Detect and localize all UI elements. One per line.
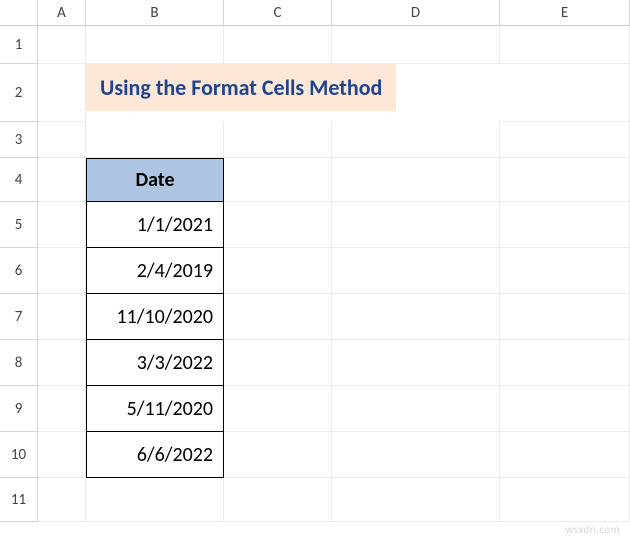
col-header-D[interactable]: D	[332, 0, 500, 26]
row-header-8[interactable]: 8	[0, 340, 38, 386]
cell-B3[interactable]	[86, 122, 224, 158]
cell-B8[interactable]: 3/3/2022	[86, 340, 224, 386]
cell-B5[interactable]: 1/1/2021	[86, 202, 224, 248]
cell-A1[interactable]	[38, 26, 86, 64]
cell-E9[interactable]	[500, 386, 630, 432]
row-header-11[interactable]: 11	[0, 478, 38, 522]
cell-E8[interactable]	[500, 340, 630, 386]
cell-A5[interactable]	[38, 202, 86, 248]
cell-A9[interactable]	[38, 386, 86, 432]
select-all-corner[interactable]	[0, 0, 38, 26]
cell-C3[interactable]	[224, 122, 332, 158]
row-header-4[interactable]: 4	[0, 158, 38, 202]
table-header-date[interactable]: Date	[86, 158, 224, 202]
cell-D9[interactable]	[332, 386, 500, 432]
row-header-7[interactable]: 7	[0, 294, 38, 340]
data-value: 11/10/2020	[116, 305, 213, 329]
cell-C9[interactable]	[224, 386, 332, 432]
col-header-A[interactable]: A	[38, 0, 86, 26]
cell-A2[interactable]	[38, 64, 86, 122]
cell-C8[interactable]	[224, 340, 332, 386]
cell-B1[interactable]	[86, 26, 224, 64]
cell-D1[interactable]	[332, 26, 500, 64]
cell-E4[interactable]	[500, 158, 630, 202]
cell-E6[interactable]	[500, 248, 630, 294]
cell-D11[interactable]	[332, 478, 500, 522]
cell-A10[interactable]	[38, 432, 86, 478]
cell-C1[interactable]	[224, 26, 332, 64]
cell-B11[interactable]	[86, 478, 224, 522]
data-value: 3/3/2022	[137, 351, 213, 375]
cell-A11[interactable]	[38, 478, 86, 522]
cell-D8[interactable]	[332, 340, 500, 386]
data-value: 1/1/2021	[137, 213, 213, 237]
data-value: 6/6/2022	[137, 443, 213, 467]
col-header-E[interactable]: E	[500, 0, 630, 26]
cell-B6[interactable]: 2/4/2019	[86, 248, 224, 294]
data-value: 5/11/2020	[127, 397, 213, 421]
cell-D10[interactable]	[332, 432, 500, 478]
row-header-3[interactable]: 3	[0, 122, 38, 158]
watermark: wsxdn.com	[566, 523, 620, 536]
cell-C7[interactable]	[224, 294, 332, 340]
row-header-5[interactable]: 5	[0, 202, 38, 248]
cell-title-merged[interactable]: Using the Format Cells Method	[86, 64, 500, 122]
cell-E2[interactable]	[500, 64, 630, 122]
page-title: Using the Format Cells Method	[86, 64, 396, 111]
col-header-C[interactable]: C	[224, 0, 332, 26]
cell-E3[interactable]	[500, 122, 630, 158]
cell-A4[interactable]	[38, 158, 86, 202]
cell-B9[interactable]: 5/11/2020	[86, 386, 224, 432]
spreadsheet-grid: A B C D E 1 2 3 4 5 6 7 8 9 10 11 Using …	[0, 0, 630, 522]
cell-D5[interactable]	[332, 202, 500, 248]
cell-B7[interactable]: 11/10/2020	[86, 294, 224, 340]
row-header-9[interactable]: 9	[0, 386, 38, 432]
cell-E7[interactable]	[500, 294, 630, 340]
cell-A8[interactable]	[38, 340, 86, 386]
col-header-B[interactable]: B	[86, 0, 224, 26]
row-header-10[interactable]: 10	[0, 432, 38, 478]
cell-C5[interactable]	[224, 202, 332, 248]
cell-D7[interactable]	[332, 294, 500, 340]
cell-E11[interactable]	[500, 478, 630, 522]
cell-E10[interactable]	[500, 432, 630, 478]
row-header-1[interactable]: 1	[0, 26, 38, 64]
cell-E1[interactable]	[500, 26, 630, 64]
cell-B10[interactable]: 6/6/2022	[86, 432, 224, 478]
cell-A7[interactable]	[38, 294, 86, 340]
cell-A3[interactable]	[38, 122, 86, 158]
cell-C11[interactable]	[224, 478, 332, 522]
cell-C6[interactable]	[224, 248, 332, 294]
cell-C10[interactable]	[224, 432, 332, 478]
cell-D3[interactable]	[332, 122, 500, 158]
table-header-label: Date	[135, 168, 174, 192]
row-header-2[interactable]: 2	[0, 64, 38, 122]
cell-D4[interactable]	[332, 158, 500, 202]
cell-D6[interactable]	[332, 248, 500, 294]
cell-E5[interactable]	[500, 202, 630, 248]
cell-C4[interactable]	[224, 158, 332, 202]
row-header-6[interactable]: 6	[0, 248, 38, 294]
data-value: 2/4/2019	[137, 259, 213, 283]
cell-A6[interactable]	[38, 248, 86, 294]
